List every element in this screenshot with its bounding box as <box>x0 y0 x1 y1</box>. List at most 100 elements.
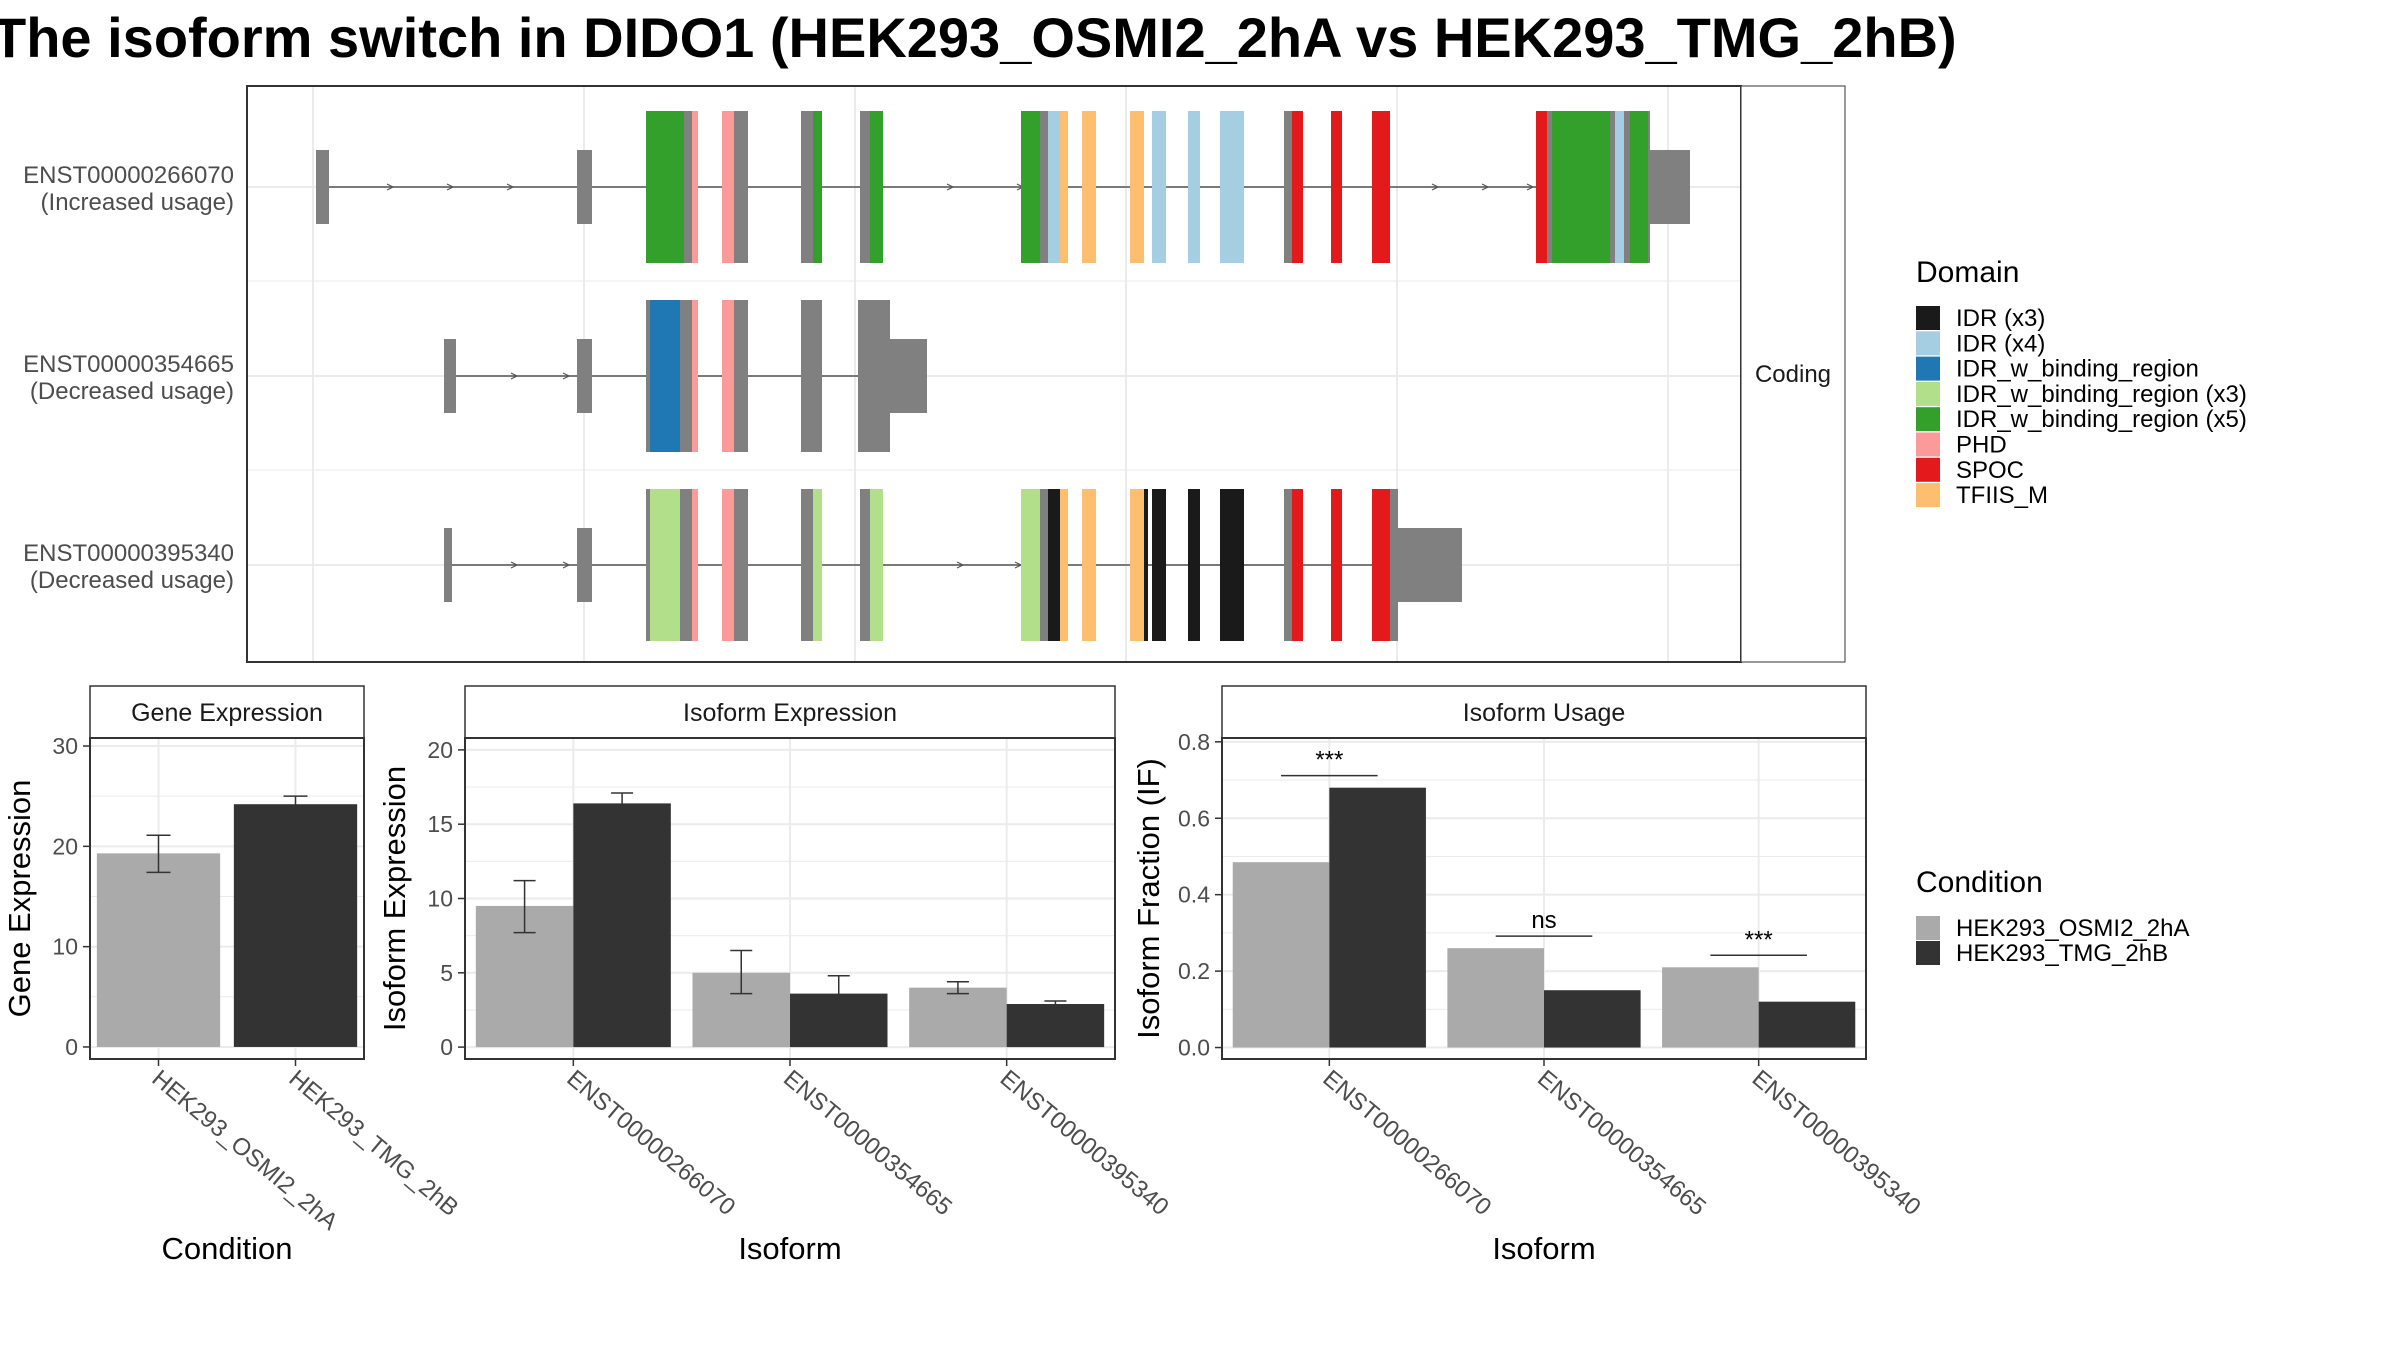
isoform-usage-ytick-label: 0.8 <box>1178 729 1210 755</box>
gene-expression-ytick-label: 0 <box>65 1034 78 1060</box>
condition-legend-swatch <box>1916 941 1940 965</box>
isoform-expression-chart: Isoform Expression 0 5 10 15 20 ENST0000026607… <box>377 685 1174 1266</box>
exon <box>1130 111 1144 263</box>
isoform-usage-xtick-label: ENST00000395340 <box>1747 1065 1926 1221</box>
isoform-usage-ytick-label: 0.6 <box>1178 805 1210 831</box>
strand-arrow <box>506 183 515 191</box>
exon <box>734 111 748 263</box>
exon <box>813 489 822 641</box>
domain-legend-swatch <box>1916 432 1940 457</box>
isoform-usage-bar <box>1544 990 1641 1048</box>
isoform-usage-yaxis-title: Isoform Fraction (IF) <box>1131 758 1166 1039</box>
isoform-usage-xaxis-title: Isoform <box>1492 1231 1595 1266</box>
isoform-usage-ytick-label: 0.2 <box>1178 958 1210 984</box>
exon <box>1292 111 1303 263</box>
exon <box>870 111 883 263</box>
exon <box>1021 489 1040 641</box>
exon <box>1130 489 1144 641</box>
main-title: The isoform switch in DIDO1 (HEK293_OSMI… <box>0 6 1957 69</box>
transcript-row-2 <box>444 300 927 452</box>
isoform-expression-ytick-label: 5 <box>440 960 453 986</box>
transcript-labels: ENST00000266070(Increased usage) ENST0000… <box>23 162 234 594</box>
exon <box>801 300 822 452</box>
domain-legend-swatch <box>1916 381 1940 406</box>
exon <box>801 111 813 263</box>
exon <box>1040 111 1048 263</box>
exon <box>1331 489 1342 641</box>
utr-exon <box>577 339 592 413</box>
strand-arrow <box>510 561 519 569</box>
domain-legend-label: IDR (x4) <box>1956 330 2045 357</box>
exon <box>1292 489 1303 641</box>
strand-arrow <box>1526 183 1535 191</box>
domain-legend-swatch <box>1916 457 1940 482</box>
exon <box>722 111 734 263</box>
transcript-panel-frame <box>246 85 1742 663</box>
gene-expression-yaxis-title: Gene Expression <box>2 780 37 1018</box>
isoform-usage-bar <box>1232 862 1330 1048</box>
isoform-expression-ytick-label: 0 <box>440 1034 453 1060</box>
exon <box>1372 111 1390 263</box>
transcript-rows <box>316 111 1690 641</box>
utr-exon <box>444 528 452 602</box>
exon <box>1610 111 1615 263</box>
exon <box>1331 111 1342 263</box>
exon <box>1284 111 1292 263</box>
exon <box>1060 111 1068 263</box>
condition-legend-title: Condition <box>1916 866 2043 899</box>
transcript-row-3 <box>444 489 1462 641</box>
domain-legend-swatch <box>1916 407 1940 432</box>
exon <box>650 300 680 452</box>
isoform-expression-bar <box>909 987 1007 1048</box>
utr-exon <box>316 150 329 224</box>
domain-legend-label: PHD <box>1956 432 2007 459</box>
exon <box>646 111 684 263</box>
isoform-usage-xtick-label: ENST00000266070 <box>1317 1065 1496 1221</box>
exon <box>1624 111 1630 263</box>
exon <box>684 111 692 263</box>
strand-arrow <box>946 183 955 191</box>
domain-legend-swatch <box>1916 356 1940 381</box>
exon <box>692 489 698 641</box>
gene-expression-bar <box>233 804 358 1047</box>
exon <box>1552 111 1610 263</box>
isoform-expression-xtick-label: ENST00000395340 <box>995 1065 1174 1221</box>
transcript-id-label: ENST00000354665 <box>23 351 234 378</box>
exon <box>650 489 680 641</box>
exon <box>722 300 734 452</box>
gene-expression-bar <box>96 853 221 1047</box>
domain-legend-label: TFIIS_M <box>1956 482 2048 509</box>
exon <box>1220 111 1244 263</box>
exon <box>692 111 698 263</box>
domain-legend-swatch <box>1916 306 1940 330</box>
isoform-usage-bar <box>1662 967 1759 1048</box>
condition-legend-swatch <box>1916 916 1940 940</box>
strand-arrow <box>1431 183 1440 191</box>
transcript-panel: Coding ENST00000266070(Increased usage)E… <box>23 85 1846 663</box>
isoform-usage-chart: Isoform Usage *** ns *** 0.0 0.2 0.4 0.6 0.8 ENST… <box>1131 685 1926 1266</box>
exon <box>680 489 692 641</box>
gene-expression-strip <box>89 685 365 739</box>
exon <box>1615 111 1624 263</box>
exon <box>860 489 870 641</box>
condition-legend-label: HEK293_TMG_2hB <box>1956 940 2168 967</box>
isoform-expression-yaxis-title: Isoform Expression <box>377 766 412 1031</box>
domain-legend-title: Domain <box>1916 256 2019 289</box>
isoform-usage-significance-label: ns <box>1531 907 1556 934</box>
strand-arrow <box>510 372 519 380</box>
utr-exon <box>577 528 592 602</box>
exon <box>646 489 650 641</box>
exon <box>1536 111 1547 263</box>
strand-arrow <box>386 183 395 191</box>
exon <box>1082 111 1096 263</box>
isoform-expression-strip-title: Isoform Expression <box>683 699 897 727</box>
exon <box>1152 111 1166 263</box>
exon <box>1284 489 1292 641</box>
exon <box>1021 111 1040 263</box>
exon <box>1060 489 1068 641</box>
facet-strip-coding <box>1740 85 1846 663</box>
isoform-usage-bar <box>1447 948 1544 1048</box>
transcript-usage-label: (Decreased usage) <box>30 378 234 405</box>
isoform-usage-significance-label: *** <box>1745 926 1773 953</box>
